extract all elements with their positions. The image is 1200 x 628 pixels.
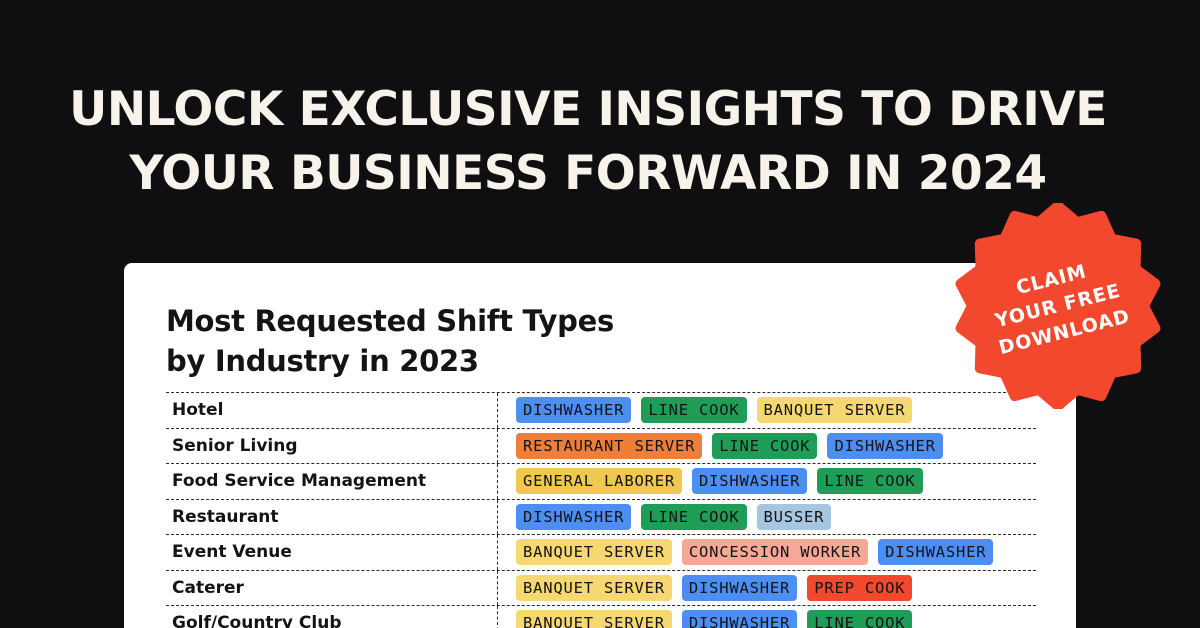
shift-tag: PREP COOK xyxy=(807,574,913,601)
table-row: Event Venue BANQUET SERVER CONCESSION WORK… xyxy=(166,535,1036,571)
shift-tag: DISHWASHER xyxy=(878,539,994,566)
shift-tag: DISHWASHER xyxy=(681,574,798,601)
industry-label: Hotel xyxy=(166,393,498,428)
shift-tags: DISHWASHER LINE COOK BUSSER xyxy=(498,500,832,535)
shift-tags: GENERAL LABORER DISHWASHER LINE COOK xyxy=(498,464,923,499)
shift-tags: BANQUET SERVER DISHWASHER LINE COOK xyxy=(498,606,913,628)
table-row: Caterer BANQUET SERVER DISHWASHER PREP COOK xyxy=(166,570,1036,606)
industry-label: Event Venue xyxy=(166,535,498,570)
shift-tag: LINE COOK xyxy=(641,397,747,424)
table-row: Restaurant DISHWASHER LINE COOK BUSSER xyxy=(166,499,1036,535)
shift-tag: LINE COOK xyxy=(807,610,913,628)
table-row: Golf/Country Club BANQUET SERVER DISHWASHE… xyxy=(166,606,1036,628)
table-row: Senior Living RESTAURANT SERVER LINE COOK D… xyxy=(166,428,1036,464)
shift-tag: RESTAURANT SERVER xyxy=(516,432,703,459)
headline-line-2: YOUR BUSINESS FORWARD IN 2024 xyxy=(129,146,1047,201)
shift-tag: GENERAL LABORER xyxy=(516,468,682,495)
shift-tag: BUSSER xyxy=(756,503,832,530)
card-title-line-2: by Industry in 2023 xyxy=(166,344,479,378)
shift-tags: RESTAURANT SERVER LINE COOK DISHWASHER xyxy=(498,429,943,464)
claim-download-badge[interactable]: CLAIM YOUR FREE DOWNLOAD xyxy=(955,203,1161,409)
shift-tag: LINE COOK xyxy=(817,468,923,495)
industry-label: Caterer xyxy=(166,570,498,605)
shift-tag: BANQUET SERVER xyxy=(516,539,672,566)
headline: UNLOCK EXCLUSIVE INSIGHTS TO DRIVE YOUR … xyxy=(0,78,1176,206)
industry-label: Food Service Management xyxy=(166,464,498,499)
shift-tag: BANQUET SERVER xyxy=(756,397,913,424)
shift-tag: CONCESSION WORKER xyxy=(681,539,869,566)
shift-tag: BANQUET SERVER xyxy=(516,610,672,628)
industry-label: Restaurant xyxy=(166,499,498,534)
shift-tag: BANQUET SERVER xyxy=(516,574,672,601)
industry-label: Golf/Country Club xyxy=(166,606,498,628)
table-row: Hotel DISHWASHER LINE COOK BANQUET SERVER xyxy=(166,393,1036,429)
card-title-line-1: Most Requested Shift Types xyxy=(166,304,614,338)
shift-tag: DISHWASHER xyxy=(827,432,943,459)
shift-tags: BANQUET SERVER DISHWASHER PREP COOK xyxy=(498,571,913,606)
starburst-badge-shape xyxy=(955,203,1161,409)
shift-types-table: Hotel DISHWASHER LINE COOK BANQUET SERVER Se… xyxy=(166,392,1036,628)
shift-tag: DISHWASHER xyxy=(516,397,632,424)
shift-tags: DISHWASHER LINE COOK BANQUET SERVER xyxy=(498,393,913,428)
report-preview-card: Most Requested Shift Types by Industry i… xyxy=(124,263,1076,628)
shift-tag: DISHWASHER xyxy=(516,503,632,530)
shift-tag: DISHWASHER xyxy=(681,610,798,628)
card-title: Most Requested Shift Types by Industry i… xyxy=(166,301,614,381)
table-row: Food Service Management GENERAL LABORER DI… xyxy=(166,464,1036,500)
industry-label: Senior Living xyxy=(166,428,498,463)
shift-tag: DISHWASHER xyxy=(691,468,808,495)
shift-tag: LINE COOK xyxy=(641,503,747,530)
headline-line-1: UNLOCK EXCLUSIVE INSIGHTS TO DRIVE xyxy=(69,82,1107,137)
shift-tags: BANQUET SERVER CONCESSION WORKER DISHWASHE… xyxy=(498,535,994,570)
shift-tag: LINE COOK xyxy=(712,432,818,459)
